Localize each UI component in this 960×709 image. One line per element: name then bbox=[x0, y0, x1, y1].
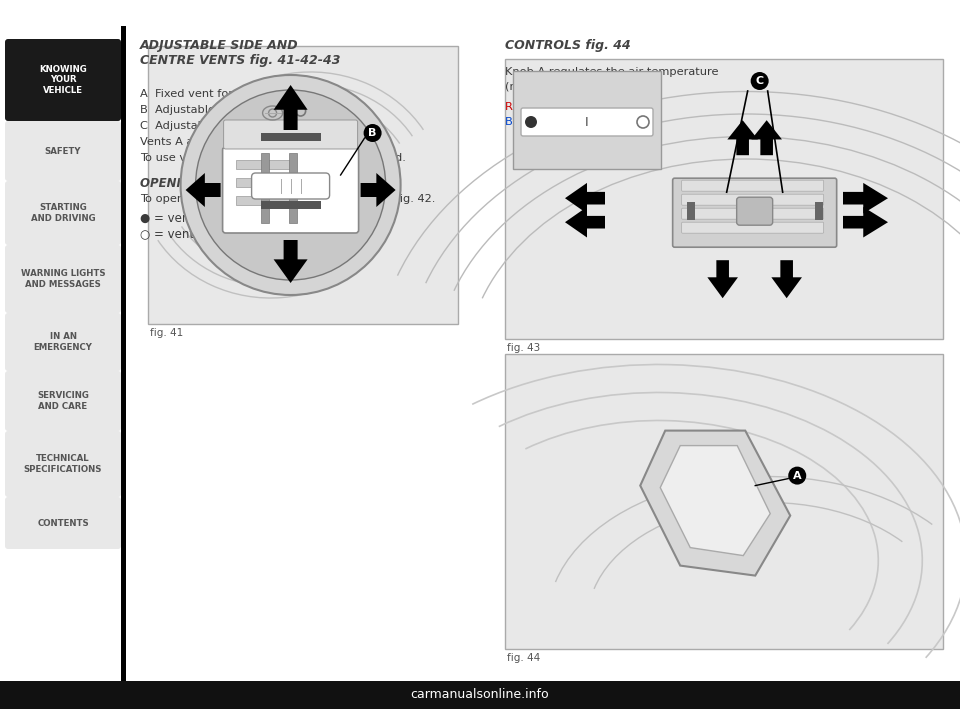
Circle shape bbox=[637, 116, 649, 128]
Circle shape bbox=[364, 124, 382, 142]
Bar bbox=[235, 160, 291, 169]
Bar bbox=[260, 133, 321, 141]
Text: A  Fixed vent for side windows.: A Fixed vent for side windows. bbox=[140, 89, 317, 99]
FancyBboxPatch shape bbox=[5, 121, 121, 181]
Bar bbox=[513, 71, 661, 169]
Bar bbox=[235, 196, 291, 205]
Text: ○ = vents open: ○ = vents open bbox=[140, 228, 233, 241]
FancyBboxPatch shape bbox=[252, 173, 329, 199]
FancyBboxPatch shape bbox=[682, 194, 824, 205]
Text: C  Adjustable centre vents.: C Adjustable centre vents. bbox=[140, 121, 294, 131]
Bar bbox=[289, 153, 297, 223]
Text: To open/close the air vents, move the wheel fig. 42.: To open/close the air vents, move the wh… bbox=[140, 194, 436, 204]
Text: C: C bbox=[756, 76, 764, 86]
Circle shape bbox=[180, 75, 400, 295]
Polygon shape bbox=[843, 183, 888, 213]
FancyBboxPatch shape bbox=[224, 120, 357, 149]
Text: WARNING LIGHTS
AND MESSAGES: WARNING LIGHTS AND MESSAGES bbox=[21, 269, 106, 289]
Bar bbox=[260, 201, 321, 209]
FancyBboxPatch shape bbox=[736, 197, 773, 225]
Text: fig. 41: fig. 41 bbox=[150, 328, 183, 338]
Bar bbox=[121, 26, 126, 681]
Polygon shape bbox=[565, 183, 605, 213]
Polygon shape bbox=[772, 260, 802, 298]
Polygon shape bbox=[274, 85, 307, 130]
FancyBboxPatch shape bbox=[5, 181, 121, 245]
Text: ADJUSTABLE SIDE AND
CENTRE VENTS fig. 41-42-43: ADJUSTABLE SIDE AND CENTRE VENTS fig. 41… bbox=[140, 39, 341, 67]
FancyBboxPatch shape bbox=[521, 108, 653, 136]
Circle shape bbox=[788, 467, 806, 484]
Text: KNOWING
YOUR
VEHICLE: KNOWING YOUR VEHICLE bbox=[39, 65, 86, 95]
Circle shape bbox=[196, 90, 386, 280]
Text: SERVICING
AND CARE: SERVICING AND CARE bbox=[37, 391, 89, 411]
Text: fig. 43: fig. 43 bbox=[507, 343, 540, 353]
Text: B: B bbox=[369, 128, 376, 138]
Polygon shape bbox=[843, 207, 888, 238]
Text: fig. 44: fig. 44 bbox=[507, 653, 540, 663]
Text: STARTING
AND DRIVING: STARTING AND DRIVING bbox=[31, 203, 95, 223]
FancyBboxPatch shape bbox=[682, 180, 824, 191]
Text: TECHNICAL
SPECIFICATIONS: TECHNICAL SPECIFICATIONS bbox=[24, 454, 103, 474]
Bar bbox=[505, 354, 943, 649]
Bar bbox=[505, 59, 943, 339]
Text: To use vents B and C, adjust them as required.: To use vents B and C, adjust them as req… bbox=[140, 153, 406, 163]
Text: Knob A regulates the air temperature: Knob A regulates the air temperature bbox=[505, 67, 718, 77]
Circle shape bbox=[525, 116, 537, 128]
FancyBboxPatch shape bbox=[682, 222, 824, 233]
Bar bbox=[235, 178, 291, 187]
Polygon shape bbox=[185, 173, 221, 207]
Polygon shape bbox=[752, 121, 782, 155]
Text: SAFETY: SAFETY bbox=[45, 147, 82, 155]
Bar bbox=[815, 202, 823, 220]
FancyBboxPatch shape bbox=[5, 431, 121, 497]
Circle shape bbox=[751, 72, 769, 90]
Text: I: I bbox=[586, 116, 588, 128]
FancyBboxPatch shape bbox=[223, 147, 359, 233]
Polygon shape bbox=[728, 121, 758, 155]
Text: OPENING/CLOSING THE VENTS: OPENING/CLOSING THE VENTS bbox=[140, 177, 341, 190]
FancyBboxPatch shape bbox=[5, 371, 121, 431]
Polygon shape bbox=[640, 430, 790, 576]
Text: (mixing hot and cold air): (mixing hot and cold air) bbox=[505, 82, 646, 92]
Text: 48: 48 bbox=[52, 685, 75, 703]
Text: CONTROLS fig. 44: CONTROLS fig. 44 bbox=[505, 39, 631, 52]
FancyBboxPatch shape bbox=[5, 245, 121, 313]
Bar bbox=[0, 681, 960, 709]
Polygon shape bbox=[565, 207, 605, 238]
Text: Red section = hot air: Red section = hot air bbox=[505, 102, 625, 112]
Text: B  Adjustable side vents.: B Adjustable side vents. bbox=[140, 105, 280, 115]
Bar bbox=[260, 153, 269, 223]
FancyBboxPatch shape bbox=[5, 39, 121, 121]
Text: CONTENTS: CONTENTS bbox=[37, 518, 89, 527]
Bar bbox=[148, 46, 458, 324]
Text: Vents A are fixed.: Vents A are fixed. bbox=[140, 137, 240, 147]
Polygon shape bbox=[708, 260, 738, 298]
FancyBboxPatch shape bbox=[673, 178, 837, 247]
Text: Blue section = cold air: Blue section = cold air bbox=[505, 117, 634, 127]
Polygon shape bbox=[274, 240, 307, 283]
Text: carmanualsonline.info: carmanualsonline.info bbox=[411, 688, 549, 701]
Text: IN AN
EMERGENCY: IN AN EMERGENCY bbox=[34, 333, 92, 352]
FancyBboxPatch shape bbox=[5, 497, 121, 549]
FancyBboxPatch shape bbox=[5, 313, 121, 371]
FancyBboxPatch shape bbox=[682, 208, 824, 219]
Polygon shape bbox=[361, 173, 396, 207]
Text: A: A bbox=[793, 471, 802, 481]
Text: ● = vents closed: ● = vents closed bbox=[140, 212, 242, 225]
Polygon shape bbox=[660, 445, 770, 556]
Bar bbox=[686, 202, 695, 220]
